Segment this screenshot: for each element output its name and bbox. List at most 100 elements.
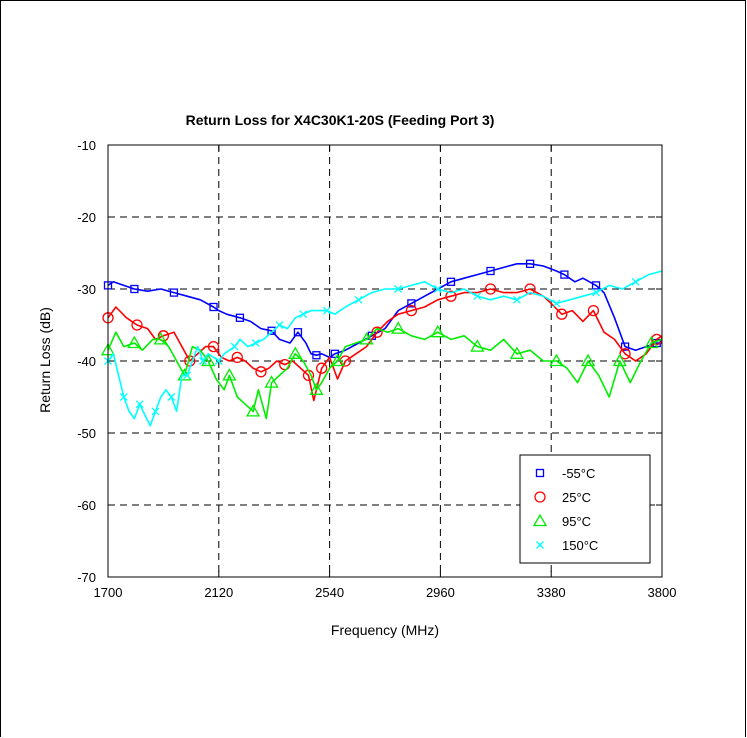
plot-area: 1700 2120 2540 2960 3380 3800 -10 -20 -30 -40 -50 -… xyxy=(77,138,676,600)
data-point xyxy=(407,299,416,308)
data-point xyxy=(446,277,456,286)
data-point xyxy=(612,353,627,367)
y-tick-label: -60 xyxy=(77,498,96,513)
data-point xyxy=(391,321,406,334)
data-point xyxy=(275,321,284,329)
data-point xyxy=(312,351,321,360)
data-point xyxy=(330,353,345,367)
data-point xyxy=(131,319,143,331)
legend-label: 150°C xyxy=(562,538,598,553)
data-point xyxy=(445,290,457,302)
legend-label: 95°C xyxy=(562,514,591,529)
data-point xyxy=(556,308,568,320)
data-point xyxy=(299,310,308,319)
data-point xyxy=(235,313,245,322)
data-point xyxy=(509,346,525,359)
data-point xyxy=(330,349,340,358)
data-point xyxy=(309,382,324,395)
data-point xyxy=(359,332,374,345)
data-point xyxy=(433,285,442,293)
legend-marker xyxy=(534,491,546,503)
y-tick-label: -20 xyxy=(77,210,96,225)
data-point xyxy=(293,328,303,337)
data-point xyxy=(209,302,218,312)
data-point xyxy=(119,393,128,401)
data-point xyxy=(222,368,237,381)
data-point xyxy=(405,304,418,317)
y-tick-label: -10 xyxy=(77,138,96,153)
data-point xyxy=(255,366,267,378)
data-point xyxy=(549,353,564,367)
series-line-150c xyxy=(107,270,663,427)
x-tick-label: 2960 xyxy=(426,585,455,600)
data-point xyxy=(207,340,220,353)
data-point xyxy=(231,351,243,364)
data-point xyxy=(371,326,383,338)
x-tick-label: 2120 xyxy=(204,585,233,600)
series-line-25c xyxy=(107,288,663,402)
data-point xyxy=(135,400,144,409)
data-point xyxy=(169,288,179,297)
legend-label: 25°C xyxy=(562,490,591,505)
data-point xyxy=(264,375,279,388)
x-axis-label: Frequency (MHz) xyxy=(331,622,439,638)
y-tick-label: -70 xyxy=(77,570,96,585)
data-point xyxy=(394,285,403,293)
data-point xyxy=(167,393,176,401)
data-point xyxy=(631,277,640,286)
x-tick-label: 1700 xyxy=(94,585,123,600)
data-point xyxy=(525,259,535,268)
legend-marker xyxy=(536,541,544,549)
legend-marker xyxy=(535,468,545,478)
data-point xyxy=(199,357,207,365)
data-point xyxy=(587,304,600,317)
data-point xyxy=(430,324,445,338)
data-point xyxy=(592,288,601,297)
data-point xyxy=(153,332,168,345)
y-axis-label: Return Loss (dB) xyxy=(37,307,53,413)
data-point xyxy=(288,346,303,359)
data-point xyxy=(230,342,239,351)
series-line-95c xyxy=(107,327,663,420)
data-point xyxy=(644,335,659,349)
data-point xyxy=(251,339,260,347)
data-point xyxy=(127,335,142,349)
data-point xyxy=(619,348,631,360)
x-tick-label: 2540 xyxy=(315,585,344,600)
series-line--55c xyxy=(107,262,662,359)
data-point xyxy=(486,266,495,276)
data-point xyxy=(581,353,596,367)
y-tick-label: -30 xyxy=(77,282,96,297)
data-point xyxy=(267,326,276,335)
data-point xyxy=(316,362,328,374)
data-point xyxy=(151,407,160,416)
data-point xyxy=(183,371,192,380)
data-point xyxy=(473,292,482,301)
legend-box xyxy=(519,454,651,564)
data-point xyxy=(201,353,216,367)
data-point xyxy=(591,281,601,290)
data-point xyxy=(552,299,561,308)
data-point xyxy=(130,284,139,294)
x-tick-label: 3380 xyxy=(537,585,566,600)
data-point xyxy=(560,270,569,279)
data-point xyxy=(214,357,223,365)
plot-border xyxy=(107,144,663,578)
data-point xyxy=(484,283,497,295)
data-point xyxy=(620,342,630,351)
data-point xyxy=(323,306,331,315)
legend-label: -55°C xyxy=(562,466,595,481)
x-tick-label: 3800 xyxy=(648,585,677,600)
data-point xyxy=(470,339,485,352)
y-tick-label: -40 xyxy=(77,354,96,369)
chart-title: Return Loss for X4C30K1-20S (Feeding Por… xyxy=(186,112,495,128)
data-point xyxy=(524,283,536,295)
y-tick-label: -50 xyxy=(77,426,96,441)
legend-marker xyxy=(532,513,548,527)
data-point xyxy=(245,404,261,417)
legend: -55°C 25°C 95°C 150°C xyxy=(519,454,651,564)
data-point xyxy=(354,295,363,304)
data-point xyxy=(512,295,521,304)
